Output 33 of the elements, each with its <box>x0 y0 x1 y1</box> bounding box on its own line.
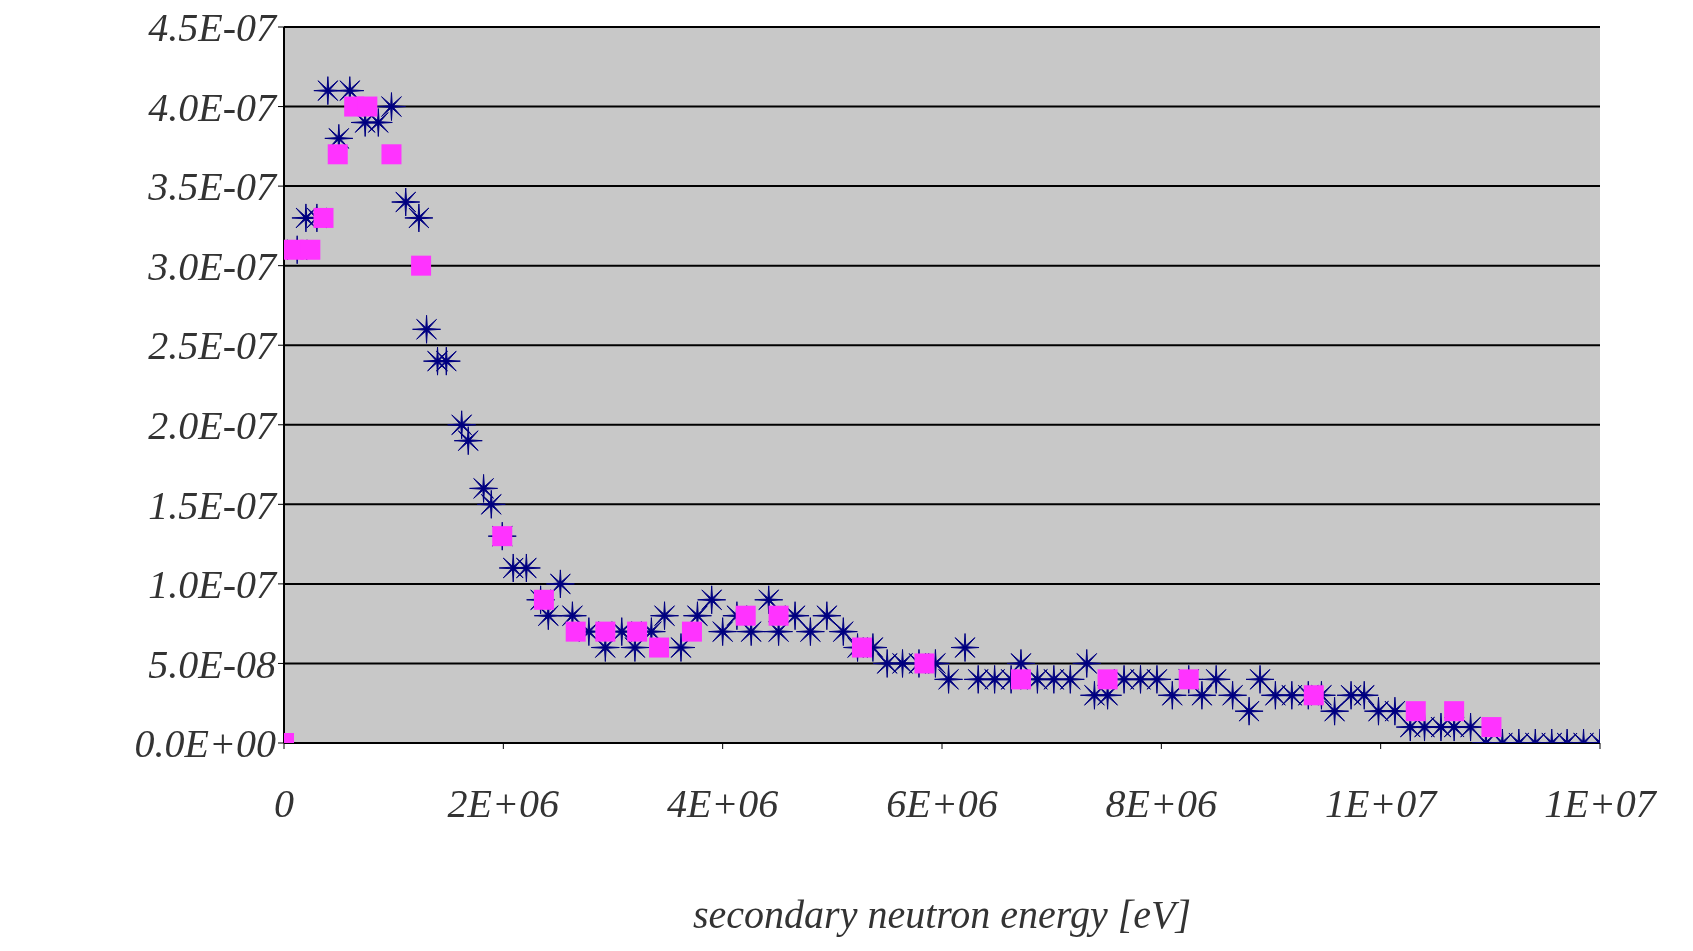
y-tick-label: 2.5E-07 <box>148 323 278 369</box>
x-tick-label: 8E+06 <box>1105 781 1218 827</box>
y-tick-label: 4.0E-07 <box>148 84 278 130</box>
point <box>768 605 789 626</box>
x-tick-label: 1E+07 <box>1324 781 1439 827</box>
point <box>649 637 670 658</box>
point <box>627 621 648 642</box>
y-tick-label: 1.0E-07 <box>148 562 278 608</box>
point <box>565 621 586 642</box>
point <box>381 144 402 165</box>
x-tick-label: 4E+06 <box>666 781 779 827</box>
point <box>595 621 616 642</box>
point <box>1097 669 1118 690</box>
x-tick-label: 1E+07 <box>1544 781 1658 827</box>
x-tick-label: 0 <box>274 781 294 827</box>
y-tick-label: 3.5E-07 <box>147 164 278 210</box>
x-tick-label: 6E+06 <box>886 781 998 827</box>
x-axis-title: secondary neutron energy [eV] <box>692 892 1192 937</box>
y-tick-label: 0.0E+00 <box>134 721 276 767</box>
point <box>1444 701 1465 722</box>
point <box>327 144 348 165</box>
y-tick-label: 5.0E-08 <box>148 641 276 687</box>
y-tick-label: 1.5E-07 <box>148 482 278 528</box>
y-tick-label: 2.0E-07 <box>148 402 278 448</box>
point <box>681 621 702 642</box>
point <box>300 239 321 260</box>
point <box>411 255 432 276</box>
y-tick-label: 4.5E-07 <box>148 5 278 51</box>
point <box>1405 701 1426 722</box>
point <box>1481 717 1502 738</box>
point <box>357 96 378 117</box>
y-tick-label: 3.0E-07 <box>147 243 278 289</box>
x-tick-label: 2E+06 <box>447 781 560 827</box>
